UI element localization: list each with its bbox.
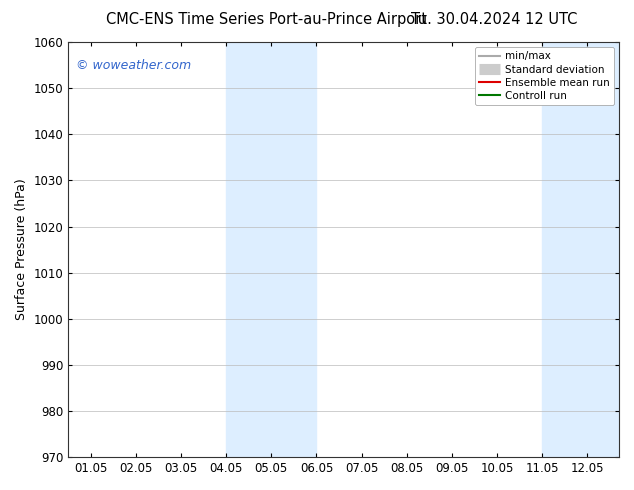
Text: CMC-ENS Time Series Port-au-Prince Airport: CMC-ENS Time Series Port-au-Prince Airpo…	[106, 12, 427, 27]
Y-axis label: Surface Pressure (hPa): Surface Pressure (hPa)	[15, 179, 28, 320]
Bar	[226, 42, 271, 457]
Text: © woweather.com: © woweather.com	[77, 59, 191, 72]
Text: Tu. 30.04.2024 12 UTC: Tu. 30.04.2024 12 UTC	[411, 12, 578, 27]
Bar	[542, 42, 587, 457]
Bar	[271, 42, 316, 457]
Bar	[587, 42, 619, 457]
Legend: min/max, Standard deviation, Ensemble mean run, Controll run: min/max, Standard deviation, Ensemble me…	[475, 47, 614, 105]
